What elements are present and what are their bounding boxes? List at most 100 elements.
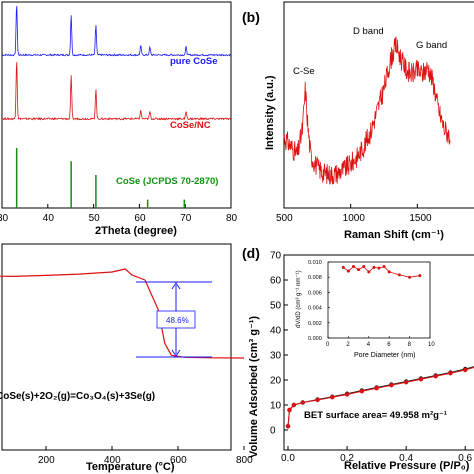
bet-isotherm-point	[463, 367, 468, 373]
bet-isotherm-point	[374, 386, 379, 391]
bet-x-tick-label: 0.0	[281, 453, 295, 464]
inset-x-tick-label: 4	[367, 342, 371, 348]
bet-y-tick-label: 30	[270, 351, 282, 362]
pore-distribution-point	[418, 274, 422, 278]
panel-c-frame	[1, 243, 232, 451]
panel-a: 30 40 50 60 70 80 pure CoSe CoSe/NC CoSe (JCP…	[0, 1, 238, 237]
inset-x-tick-label: 10	[428, 342, 435, 348]
xrd-tick-label: 50	[89, 213, 101, 224]
xrd-tick-label: 60	[134, 213, 146, 224]
inset-x-tick-label: 2	[346, 342, 350, 348]
tga-tick-label: 800	[236, 455, 253, 466]
bet-y-tick-label: 10	[270, 401, 282, 412]
pore-distribution-point	[372, 265, 376, 269]
xrd-tick-label: 40	[43, 213, 55, 224]
bet-isotherm-point	[285, 424, 291, 429]
pore-distribution-point	[408, 275, 412, 279]
panel-b-ylabel: Intensity (a.u.)	[264, 75, 276, 150]
xrd-series-1-line	[1, 62, 231, 121]
pore-distribution-point	[362, 265, 366, 269]
inset-x-tick-label: 0	[326, 342, 330, 348]
bet-y-tick-label: 70	[270, 251, 282, 262]
series-label-cose-nc: CoSe/NC	[170, 120, 211, 131]
bet-y-tick-label: 50	[270, 301, 282, 312]
series-label-cose-jcpds: CoSe (JCPDS 70-2870)	[116, 176, 218, 187]
bet-isotherm-point	[330, 395, 335, 400]
bet-isotherm-point	[287, 407, 292, 413]
bet-y-tick-label: 40	[270, 326, 282, 337]
pore-distribution-point	[377, 266, 381, 270]
xrd-tick-label: 30	[0, 213, 9, 224]
pore-distribution-point	[341, 265, 345, 269]
panel-d-frame	[283, 254, 474, 451]
mass-loss-arrowhead-bottom	[171, 349, 181, 357]
bet-y-tick-label: 20	[270, 376, 282, 387]
pore-distribution-point	[387, 270, 391, 274]
inset-frame	[327, 261, 431, 339]
tga-tick-label: 200	[38, 455, 55, 466]
bet-isotherm-1-line	[287, 366, 474, 427]
panel-a-xlabel: 2Theta (degree)	[95, 225, 177, 237]
panel-d-xlabel: Relative Pressure (P/P₀)	[344, 460, 470, 472]
bet-x-tick-label: 0.4	[399, 453, 413, 464]
raman-tick-label: 1000	[343, 213, 366, 224]
annotation-c-se: C-Se	[293, 66, 315, 77]
bet-y-tick-label: 60	[270, 276, 282, 287]
panel-b: (b) 500 1000 1500 C-Se D band G band Inten…	[242, 1, 474, 241]
bet-isotherm-point	[389, 383, 394, 388]
xrd-tick-label: 70	[180, 213, 192, 224]
bet-isotherm-point	[433, 374, 438, 379]
panel-d-ylabel: Volume Adsorbed (cm³ g⁻¹)	[248, 316, 260, 458]
bet-isotherm-point	[448, 371, 453, 376]
inset-y-tick-label: 0.010	[308, 260, 322, 266]
xrd-series-0-line	[1, 5, 231, 57]
tga-tick-label: 600	[170, 455, 187, 466]
panel-b-xlabel: Raman Shift (cm⁻¹)	[344, 229, 444, 241]
raman-spectrum-line	[283, 36, 451, 185]
inset-y-tick-label: 0.000	[308, 336, 322, 342]
bet-x-tick-label: 0.6	[458, 453, 472, 464]
inset-x-tick-label: 8	[408, 342, 412, 348]
bet-isotherm-point	[300, 400, 305, 405]
pore-distribution-point	[397, 273, 401, 277]
inset-xlabel: Pore Diameter (nm)	[354, 352, 415, 359]
panel-b-frame	[283, 1, 474, 209]
pore-distribution-point	[367, 270, 371, 274]
panel-c: 200 400 600 800 48.6% CoSe(s)+2O₂(g)=Co₃O₄(…	[0, 243, 253, 473]
pore-distribution-point	[357, 268, 361, 272]
panel-b-letter: (b)	[242, 9, 260, 25]
mass-loss-value: 48.6%	[166, 316, 189, 325]
annotation-g-band: G band	[416, 40, 447, 51]
bet-y-tick-label: 0	[270, 426, 276, 437]
bet-isotherm-point	[403, 380, 409, 385]
inset-y-tick-label: 0.006	[308, 290, 322, 296]
bet-isotherm-point	[418, 377, 424, 382]
raman-tick-label: 1500	[409, 213, 432, 224]
raman-tick-label: 500	[276, 213, 293, 224]
series-label-pure-cose: pure CoSe	[170, 56, 218, 67]
bet-isotherm-point	[315, 397, 320, 403]
panel-a-frame	[1, 1, 232, 209]
bet-annotation: BET surface area= 49.958 m²g⁻¹	[304, 410, 447, 421]
panel-d-letter: (d)	[242, 245, 260, 261]
tga-tick-label: 400	[104, 455, 121, 466]
mass-loss-box	[156, 310, 196, 329]
reaction-equation: CoSe(s)+2O₂(g)=Co₃O₄(s)+3Se(g)	[0, 391, 155, 402]
xrd-tick-label: 80	[226, 213, 238, 224]
inset-x-tick-label: 6	[387, 342, 391, 348]
pore-distribution-point	[352, 265, 355, 269]
bet-isotherm-point	[359, 389, 365, 394]
panel-c-xlabel: Temperature (°C)	[86, 461, 175, 473]
bet-isotherm-point	[344, 392, 350, 397]
mass-loss-arrowhead-top	[171, 282, 181, 290]
annotation-d-band: D band	[353, 26, 384, 37]
bet-x-tick-label: 0.2	[340, 453, 354, 464]
pore-distribution-point	[382, 265, 386, 269]
inset-y-tick-label: 0.004	[308, 306, 322, 312]
bet-isotherm-point	[291, 402, 297, 408]
inset-y-tick-label: 0.008	[308, 275, 322, 281]
inset-ylabel: dV/dD (cm³ g⁻¹ nm⁻¹)	[296, 270, 302, 328]
inset-y-tick-label: 0.002	[308, 321, 322, 327]
